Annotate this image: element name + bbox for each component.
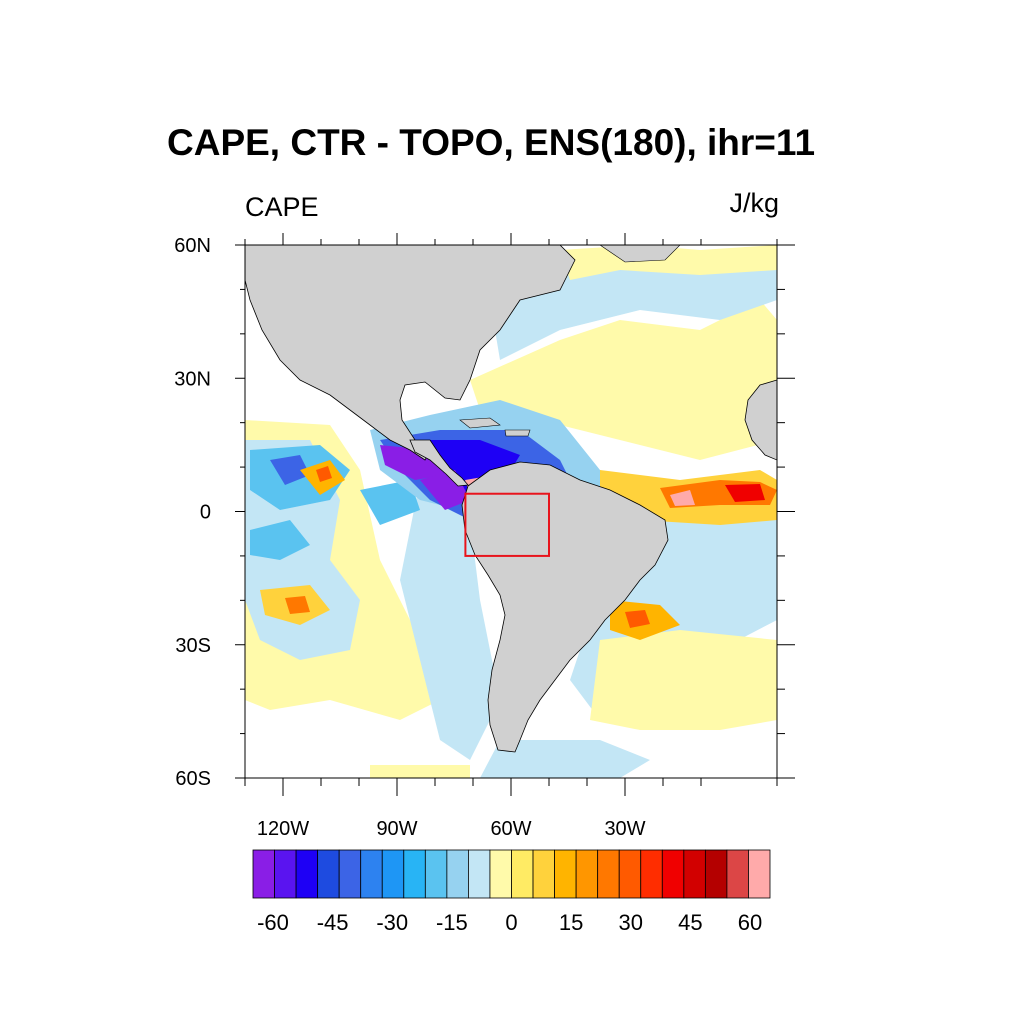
field-patch [270,455,310,485]
axis-ticks: 60N 30N 0 30S 60S 120W 90W 60W 30W [174,233,795,840]
field-patch [316,466,332,482]
lat-tick-label: 0 [200,502,211,524]
colorbar-swatch [511,849,534,899]
lon-tick-label: 30W [604,818,645,840]
lon-tick-label: 90W [376,818,417,840]
field-patch [285,596,310,614]
field-patch [360,480,420,525]
colorbar-label: -45 [317,910,349,935]
lon-tick-label: 60W [490,818,531,840]
colorbar-swatch [338,849,362,899]
colorbar-label: 60 [738,910,762,935]
colorbar-swatch [704,849,728,899]
variable-label: CAPE [245,192,319,222]
field-patch [370,765,470,778]
lat-tick-label: 30S [175,635,211,657]
region-box [464,492,550,557]
field-patch [480,740,650,778]
plot-title: CAPE, CTR - TOPO, ENS(180), ihr=11 [167,122,816,163]
colorbar: -60 -45 -30 -15 0 15 30 45 60 [252,849,771,935]
africa-land [744,379,777,461]
field-patch [725,484,765,502]
central-america-land [409,439,469,487]
land [245,245,777,753]
colorbar-label: 0 [505,910,517,935]
colorbar-swatch [489,849,512,899]
field-patch [625,610,650,628]
caribbean-islands [459,417,501,429]
colorbar-swatch [661,849,685,899]
colorbar-swatch [446,849,469,899]
greenland-island [599,245,681,263]
field-patch [590,630,777,730]
colorbar-swatch [424,849,448,899]
field-patch [250,520,310,560]
colorbar-swatch [748,849,771,899]
colorbar-swatch [683,849,706,899]
north-america-land [245,245,576,461]
colorbar-swatch [575,849,599,899]
colorbar-swatch [726,849,749,899]
field-patch [670,490,695,506]
colorbar-swatch [403,849,426,899]
colorbar-swatch [317,849,340,899]
field-patch [400,480,500,760]
colorbar-swatch [554,849,577,899]
colorbar-swatch [295,849,319,899]
lat-tick-label: 60N [174,235,211,257]
colorbar-swatch [618,849,642,899]
colorbar-label: -60 [257,910,289,935]
lat-tick-label: 60S [175,768,211,790]
colorbar-swatch [468,849,491,899]
colorbar-swatch [597,849,620,899]
lat-tick-label: 30N [174,368,211,390]
south-america-land [461,461,669,753]
colorbar-swatch [274,849,297,899]
colorbar-swatch [252,849,275,899]
caribbean-islands [504,429,531,437]
colorbar-label: 15 [559,910,583,935]
units-label: J/kg [729,188,779,218]
colorbar-swatch [640,849,663,899]
colorbar-label: 30 [619,910,643,935]
colorbar-swatch [381,849,405,899]
colorbar-swatch [532,849,555,899]
colorbar-label: -30 [376,910,408,935]
lon-tick-label: 120W [257,818,309,840]
colorbar-label: 45 [678,910,702,935]
colorbar-swatch [360,849,383,899]
colorbar-label: -15 [436,910,468,935]
